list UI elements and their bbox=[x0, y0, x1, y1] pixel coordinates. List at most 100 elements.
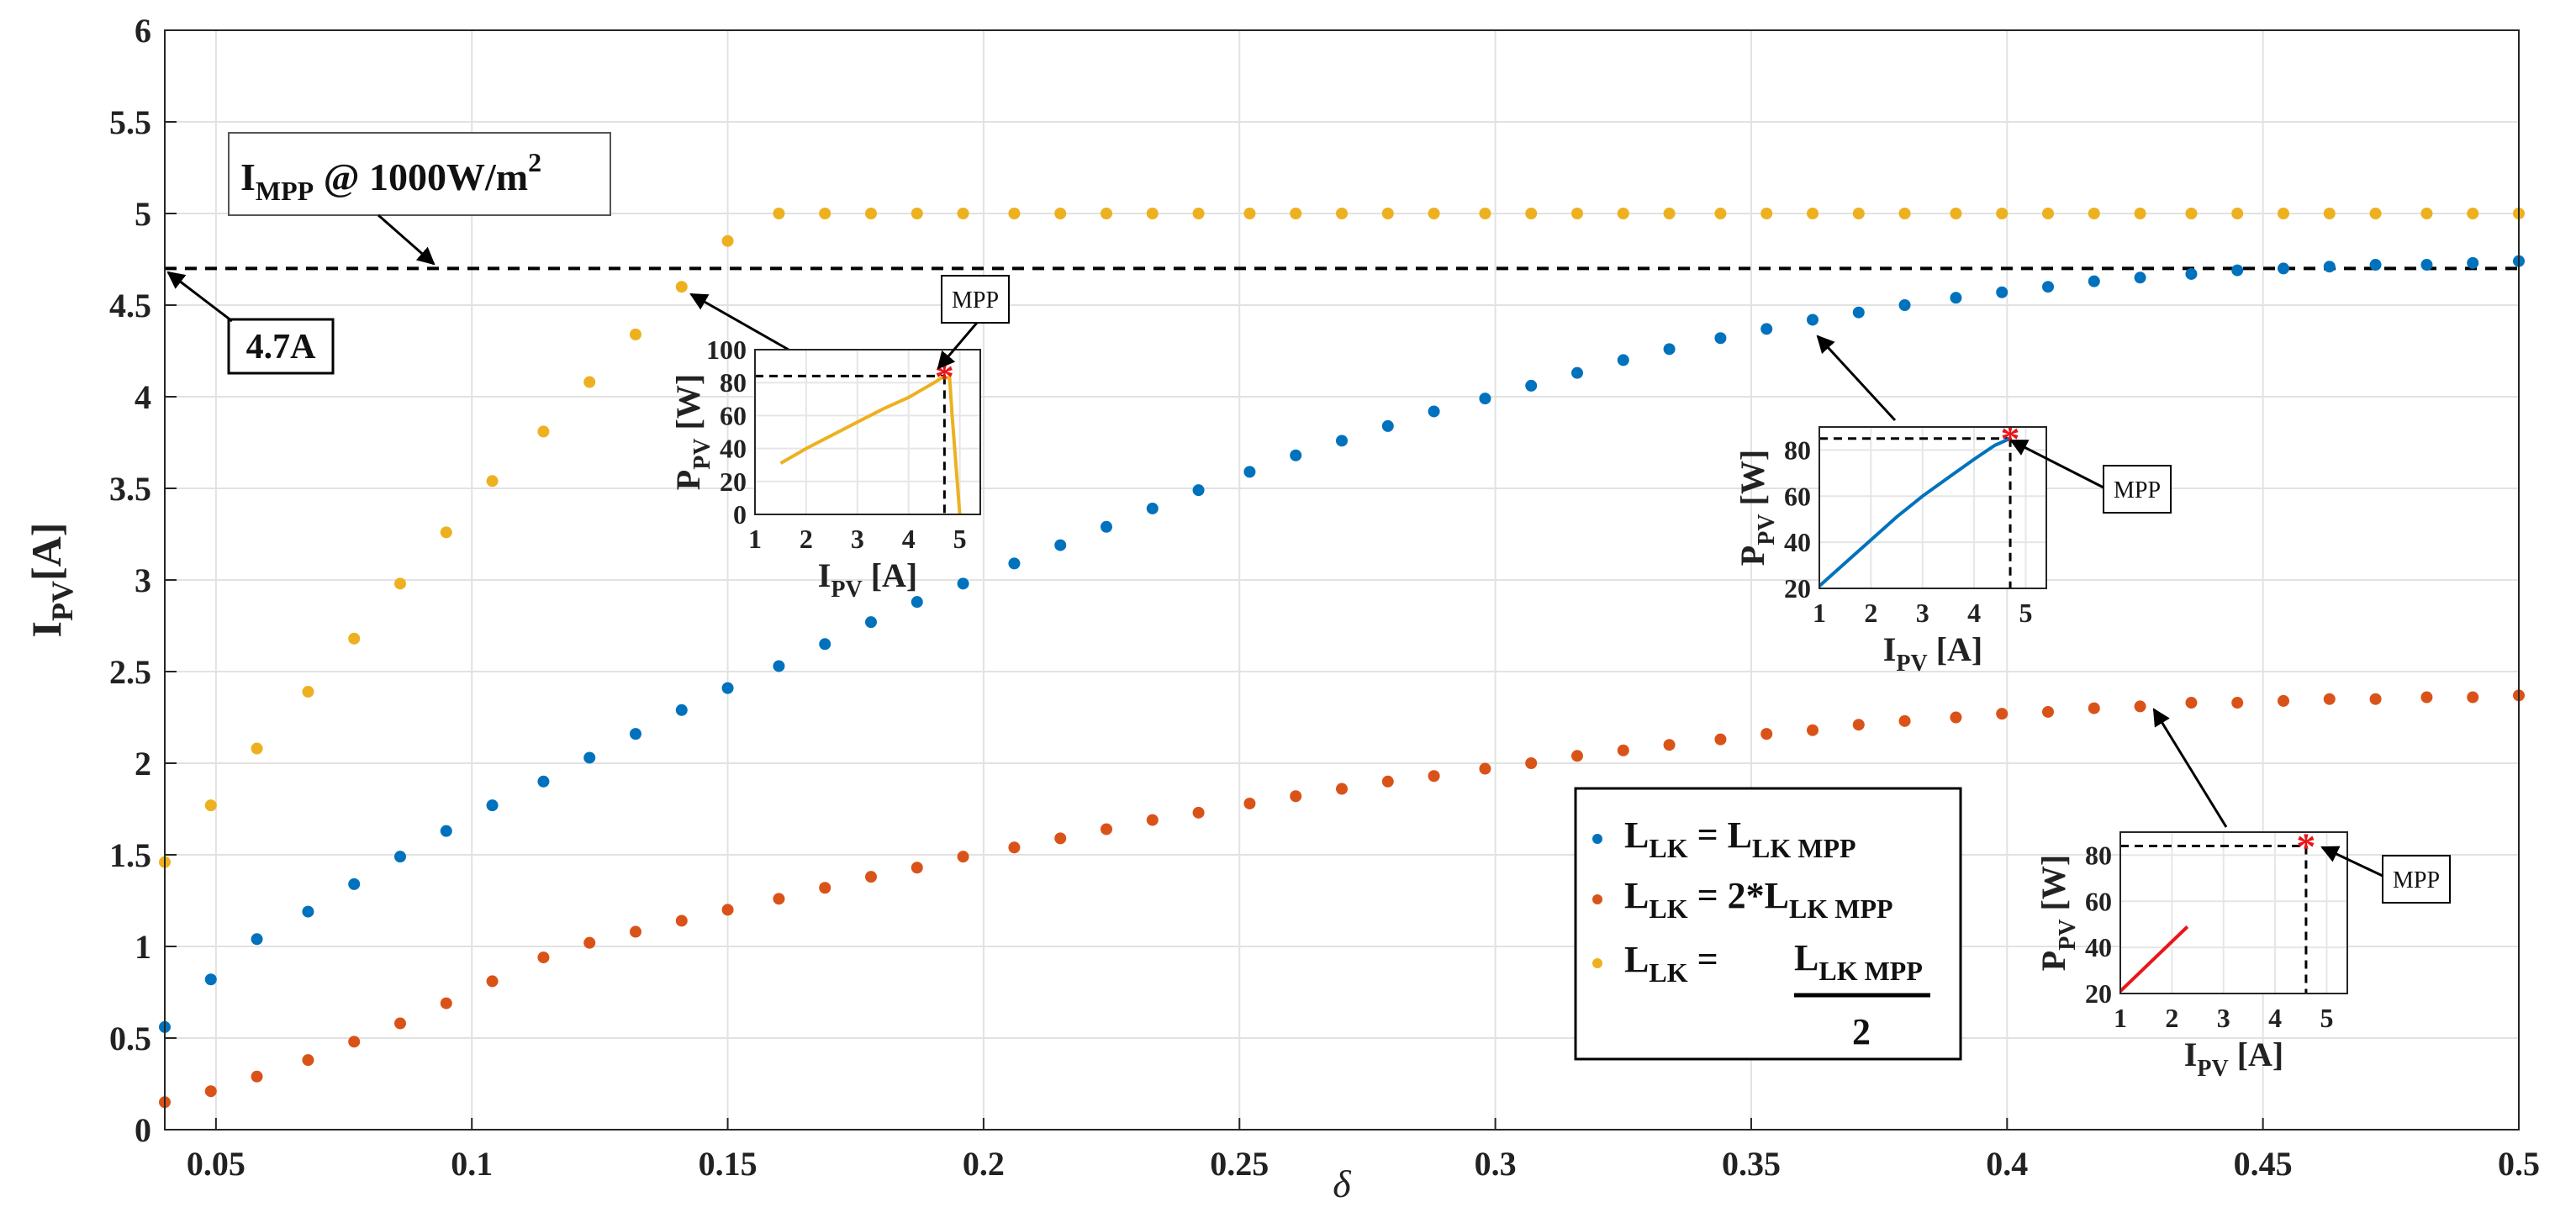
inset-x-tick-label: 3 bbox=[1916, 598, 1929, 628]
data-point-series-1 bbox=[2467, 256, 2479, 269]
mpp-callout-label-1: MPP bbox=[952, 287, 999, 314]
data-point-series-2 bbox=[1336, 783, 1348, 795]
value-arrow bbox=[166, 271, 233, 323]
data-point-series-1 bbox=[1663, 343, 1676, 356]
data-point-series-1 bbox=[1996, 286, 2009, 298]
inset-y-tick-label: 0 bbox=[733, 499, 747, 530]
inset-mpp-marker: * bbox=[2296, 825, 2315, 867]
data-point-series-2 bbox=[1898, 714, 1911, 727]
inset-x-tick-label: 4 bbox=[2268, 1003, 2282, 1033]
data-point-series-3 bbox=[2231, 208, 2244, 219]
y-tick-label: 4 bbox=[135, 378, 151, 416]
inset-y-axis-label-main: P bbox=[2035, 951, 2072, 971]
data-point-series-1 bbox=[348, 878, 361, 890]
data-point-series-2 bbox=[204, 1085, 217, 1098]
data-point-series-1 bbox=[1617, 354, 1629, 366]
inset-y-axis-label-sub: PV bbox=[1754, 514, 1780, 545]
data-point-series-3 bbox=[2134, 208, 2146, 219]
legend: LLK = LLK MPP LLK = 2*LLK MPP LLK = LLK … bbox=[1574, 787, 1962, 1061]
inset-background bbox=[1819, 427, 2046, 588]
x-tick-label: 0.15 bbox=[699, 1145, 757, 1183]
inset-x-tick-label: 2 bbox=[800, 524, 813, 554]
y-tick-label: 5 bbox=[135, 195, 151, 233]
data-point-series-2 bbox=[2369, 693, 2382, 705]
inset-x-axis-label-main: I bbox=[1883, 630, 1897, 668]
inset-x-axis-label: IPV [A] bbox=[818, 556, 917, 603]
data-point-series-1 bbox=[583, 751, 596, 764]
mpp-callout-box-1 bbox=[941, 275, 1010, 324]
data-point-series-3 bbox=[1336, 208, 1348, 219]
impp-arrow bbox=[377, 213, 435, 266]
data-point-series-3 bbox=[1192, 208, 1205, 219]
data-point-series-3 bbox=[721, 235, 734, 247]
inset-y-tick-label: 60 bbox=[1784, 481, 1811, 511]
inset-x-axis-label-unit: [A] bbox=[2229, 1036, 2284, 1073]
data-point-series-1 bbox=[1192, 484, 1205, 497]
inset-frame bbox=[1819, 426, 2047, 589]
inset-y-tick-label: 40 bbox=[1784, 527, 1811, 557]
data-point-series-2 bbox=[721, 904, 734, 916]
legend-3-num-sub: LK MPP bbox=[1819, 956, 1923, 986]
inset-background bbox=[2120, 832, 2347, 994]
inset-y-tick-label: 40 bbox=[720, 434, 747, 464]
inset-x-tick-label: 3 bbox=[851, 524, 864, 554]
data-point-series-1 bbox=[2088, 275, 2100, 287]
data-point-series-1 bbox=[819, 638, 831, 651]
data-point-series-1 bbox=[1428, 405, 1440, 418]
data-point-series-2 bbox=[1950, 711, 1962, 724]
data-point-series-2 bbox=[348, 1036, 361, 1048]
y-tick-label: 5.5 bbox=[109, 103, 151, 141]
data-point-series-3 bbox=[1479, 208, 1491, 219]
data-point-series-3 bbox=[251, 742, 263, 755]
data-point-series-1 bbox=[1054, 539, 1067, 551]
inset-x-tick-label: 4 bbox=[1967, 598, 1981, 628]
data-point-series-2 bbox=[583, 936, 596, 949]
data-point-series-2 bbox=[302, 1054, 314, 1067]
data-point-series-1 bbox=[1381, 419, 1394, 432]
data-point-series-2 bbox=[1008, 841, 1021, 854]
data-point-series-1 bbox=[1290, 449, 1302, 461]
data-point-series-3 bbox=[1243, 208, 1256, 219]
inset-x-tick-label: 2 bbox=[2165, 1003, 2178, 1033]
inset-y-tick-label: 20 bbox=[2085, 978, 2112, 1009]
impp-sub: MPP bbox=[256, 176, 314, 206]
data-point-series-3 bbox=[204, 799, 217, 812]
x-tick-label: 0.2 bbox=[963, 1145, 1005, 1183]
data-point-series-3 bbox=[348, 632, 361, 645]
data-point-series-3 bbox=[1054, 208, 1067, 219]
legend-1-main: L bbox=[1624, 814, 1649, 856]
data-point-series-3 bbox=[1290, 208, 1302, 219]
data-point-series-2 bbox=[865, 871, 877, 883]
data-point-series-2 bbox=[1054, 832, 1067, 845]
data-point-series-1 bbox=[440, 825, 452, 837]
inset-x-axis-label: IPV [A] bbox=[1883, 630, 1982, 677]
legend-entry-1: LLK = LLK MPP bbox=[1592, 814, 1856, 863]
data-point-series-2 bbox=[1663, 739, 1676, 751]
data-point-series-1 bbox=[1898, 299, 1911, 311]
x-tick-label: 0.45 bbox=[2234, 1145, 2293, 1183]
data-point-series-1 bbox=[865, 616, 877, 629]
data-point-series-2 bbox=[2420, 691, 2433, 704]
data-point-series-3 bbox=[2088, 208, 2100, 219]
x-tick-label: 0.4 bbox=[1986, 1145, 2028, 1183]
inset-y-axis-label: PPV [W] bbox=[669, 374, 715, 490]
inset-x-tick-label: 1 bbox=[748, 524, 762, 554]
mpp-callout-arrow-2 bbox=[2009, 439, 2104, 489]
data-point-series-1 bbox=[2185, 267, 2198, 280]
data-point-series-1 bbox=[630, 728, 641, 741]
data-point-series-3 bbox=[537, 425, 550, 438]
inset-y-axis-label-sub: PV bbox=[689, 438, 715, 469]
inset-x-tick-label: 5 bbox=[953, 524, 967, 554]
data-point-series-1 bbox=[394, 851, 406, 863]
data-point-series-1 bbox=[675, 704, 688, 716]
data-point-series-2 bbox=[630, 925, 641, 938]
value-annotation-box bbox=[227, 318, 335, 375]
y-tick-label: 0 bbox=[135, 1111, 151, 1149]
inset-x-axis-label: IPV [A] bbox=[2184, 1036, 2283, 1082]
data-point-series-1 bbox=[1807, 314, 1819, 326]
legend-3-numerator: LLK MPP bbox=[1794, 937, 1923, 986]
data-point-series-2 bbox=[2231, 697, 2244, 709]
data-point-series-3 bbox=[2467, 208, 2479, 219]
data-point-series-1 bbox=[1571, 366, 1583, 379]
